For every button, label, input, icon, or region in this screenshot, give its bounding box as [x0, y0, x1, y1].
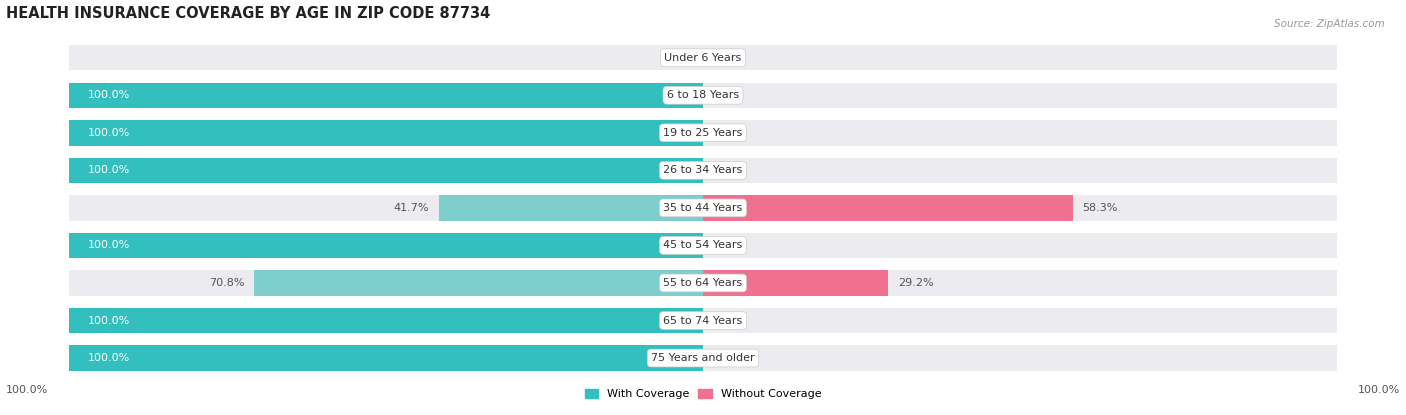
Bar: [69, 158, 703, 183]
Bar: [69, 83, 703, 108]
Text: 65 to 74 Years: 65 to 74 Years: [664, 315, 742, 325]
Text: 35 to 44 Years: 35 to 44 Years: [664, 203, 742, 213]
Bar: [69, 270, 703, 296]
Bar: [703, 195, 1073, 221]
Text: 0.0%: 0.0%: [662, 53, 690, 63]
Bar: [703, 270, 889, 296]
Bar: [703, 345, 1337, 371]
Bar: [703, 45, 1337, 71]
Bar: [703, 83, 1337, 108]
Text: 100.0%: 100.0%: [6, 385, 48, 395]
Bar: [703, 120, 1337, 146]
Text: 29.2%: 29.2%: [897, 278, 934, 288]
Bar: [703, 195, 1337, 221]
Bar: [254, 270, 703, 296]
Text: 58.3%: 58.3%: [1083, 203, 1118, 213]
Text: 100.0%: 100.0%: [89, 128, 131, 138]
Text: 100.0%: 100.0%: [89, 90, 131, 100]
Bar: [69, 308, 703, 333]
Text: 0.0%: 0.0%: [716, 53, 744, 63]
Bar: [703, 233, 1337, 258]
Text: 100.0%: 100.0%: [1358, 385, 1400, 395]
Text: 41.7%: 41.7%: [394, 203, 429, 213]
Text: HEALTH INSURANCE COVERAGE BY AGE IN ZIP CODE 87734: HEALTH INSURANCE COVERAGE BY AGE IN ZIP …: [6, 5, 489, 21]
Text: Source: ZipAtlas.com: Source: ZipAtlas.com: [1274, 19, 1385, 29]
Text: 0.0%: 0.0%: [716, 90, 744, 100]
Bar: [439, 195, 703, 221]
Text: 0.0%: 0.0%: [716, 128, 744, 138]
Text: Under 6 Years: Under 6 Years: [665, 53, 741, 63]
Text: 0.0%: 0.0%: [716, 315, 744, 325]
Bar: [69, 83, 703, 108]
Bar: [69, 45, 703, 71]
Bar: [69, 308, 703, 333]
Bar: [69, 120, 703, 146]
Text: 100.0%: 100.0%: [89, 315, 131, 325]
Text: 100.0%: 100.0%: [89, 165, 131, 176]
Text: 100.0%: 100.0%: [89, 353, 131, 363]
Bar: [703, 270, 1337, 296]
Text: 0.0%: 0.0%: [716, 240, 744, 250]
Text: 0.0%: 0.0%: [716, 353, 744, 363]
Bar: [703, 158, 1337, 183]
Text: 100.0%: 100.0%: [89, 240, 131, 250]
Text: 26 to 34 Years: 26 to 34 Years: [664, 165, 742, 176]
Text: 0.0%: 0.0%: [716, 165, 744, 176]
Bar: [69, 345, 703, 371]
Bar: [69, 345, 703, 371]
Bar: [69, 120, 703, 146]
Bar: [69, 158, 703, 183]
Legend: With Coverage, Without Coverage: With Coverage, Without Coverage: [581, 384, 825, 403]
Text: 19 to 25 Years: 19 to 25 Years: [664, 128, 742, 138]
Text: 55 to 64 Years: 55 to 64 Years: [664, 278, 742, 288]
Text: 45 to 54 Years: 45 to 54 Years: [664, 240, 742, 250]
Bar: [703, 308, 1337, 333]
Bar: [69, 195, 703, 221]
Text: 6 to 18 Years: 6 to 18 Years: [666, 90, 740, 100]
Bar: [69, 233, 703, 258]
Bar: [69, 233, 703, 258]
Text: 75 Years and older: 75 Years and older: [651, 353, 755, 363]
Text: 70.8%: 70.8%: [209, 278, 245, 288]
